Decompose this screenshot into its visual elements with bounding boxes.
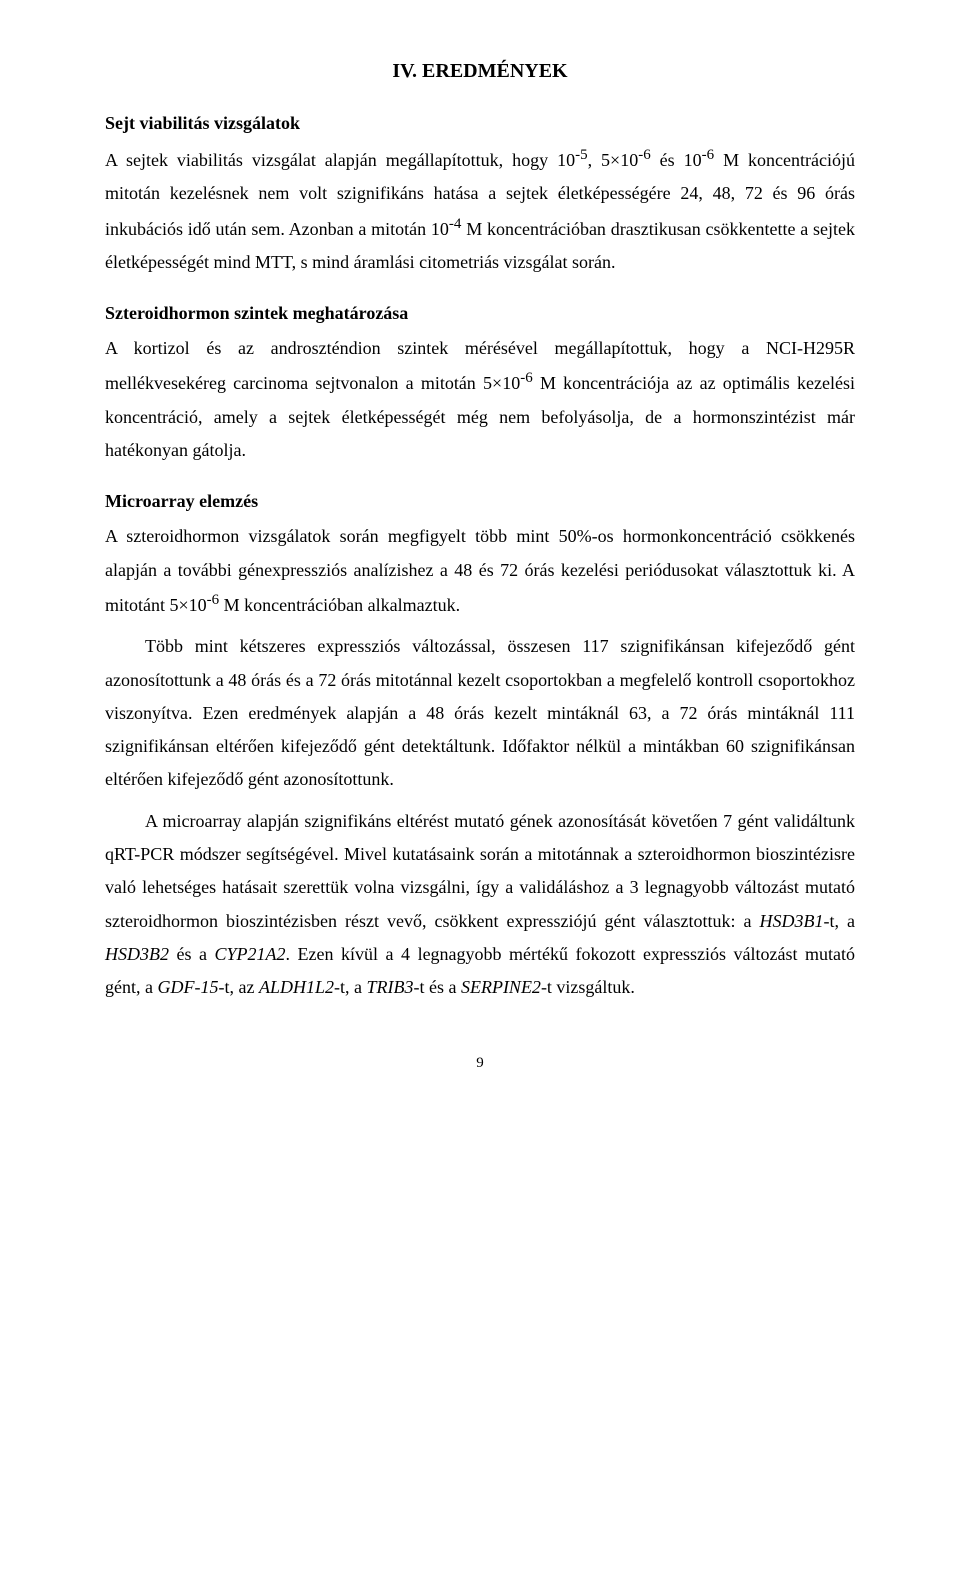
text-fragment: -t és a (413, 977, 460, 997)
gene-name: ALDH1L2 (259, 977, 334, 997)
section-heading-viability: Sejt viabilitás vizsgálatok (105, 113, 855, 134)
text-fragment: és a (169, 944, 215, 964)
gene-name: CYP21A2 (215, 944, 286, 964)
superscript: -4 (449, 216, 462, 232)
gene-name: SERPINE2 (461, 977, 541, 997)
microarray-paragraph-3: A microarray alapján szignifikáns eltéré… (105, 805, 855, 1005)
gene-name: TRIB3 (366, 977, 413, 997)
text-fragment: A microarray alapján szignifikáns eltéré… (105, 811, 855, 931)
microarray-paragraph-2: Több mint kétszeres expressziós változás… (105, 630, 855, 796)
section-heading-microarray: Microarray elemzés (105, 491, 855, 512)
page-title: IV. EREDMÉNYEK (105, 60, 855, 83)
gene-name: HSD3B2 (105, 944, 169, 964)
superscript: -6 (638, 147, 651, 163)
text-fragment: A sejtek viabilitás vizsgálat alapján me… (105, 150, 575, 170)
text-fragment: M koncentrációban alkalmaztuk. (219, 595, 460, 615)
viability-paragraph-1: A sejtek viabilitás vizsgálat alapján me… (105, 142, 855, 279)
text-fragment: és 10 (651, 150, 702, 170)
superscript: -6 (702, 147, 715, 163)
superscript: -6 (207, 592, 220, 608)
text-fragment: , 5×10 (588, 150, 639, 170)
text-fragment: -t, a (824, 911, 856, 931)
text-fragment: -t, a (334, 977, 366, 997)
text-fragment: -t vizsgáltuk. (541, 977, 635, 997)
text-fragment: -t, az (218, 977, 258, 997)
page-number: 9 (105, 1055, 855, 1072)
gene-name: GDF-15 (157, 977, 218, 997)
superscript: -5 (575, 147, 588, 163)
microarray-paragraph-1: A szteroidhormon vizsgálatok során megfi… (105, 520, 855, 622)
gene-name: HSD3B1 (760, 911, 824, 931)
steroid-paragraph-1: A kortizol és az androszténdion szintek … (105, 332, 855, 467)
section-heading-steroid: Szteroidhormon szintek meghatározása (105, 303, 855, 324)
superscript: -6 (520, 370, 533, 386)
